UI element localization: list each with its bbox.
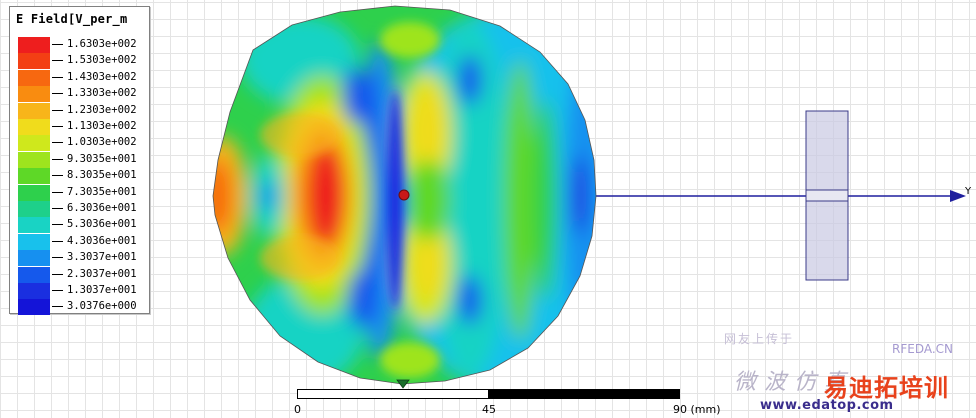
legend-tick — [52, 44, 63, 45]
legend-swatch — [18, 233, 50, 250]
legend-swatch — [18, 119, 50, 135]
bottom-marker[interactable] — [396, 379, 410, 389]
legend-tick — [52, 208, 63, 209]
legend-tick — [52, 240, 63, 242]
legend-tick — [52, 273, 63, 275]
scale-label-45: 45 — [482, 403, 496, 416]
legend-label: 3.3037e+001 — [67, 251, 137, 264]
port-slot — [805, 189, 849, 202]
legend-label: 1.1303e+002 — [67, 120, 137, 132]
legend-label: 1.2303e+002 — [67, 103, 137, 116]
legend-label: 1.3037e+001 — [67, 284, 137, 296]
y-axis-label: Y — [964, 186, 972, 197]
legend-label: 5.3036e+001 — [67, 218, 137, 231]
legend-swatch — [18, 184, 50, 201]
legend-tick — [52, 306, 63, 308]
legend-label: 1.0303e+002 — [67, 136, 137, 149]
legend-swatch — [18, 283, 50, 299]
legend-tick — [52, 126, 63, 127]
legend-tick — [52, 60, 63, 62]
y-axis-arrowhead — [950, 190, 966, 202]
scale-bar-white-segment — [297, 389, 490, 399]
legend-swatch — [18, 250, 50, 267]
scale-bar-black-segment — [488, 389, 680, 399]
legend-swatch — [18, 168, 50, 185]
legend-tick — [52, 175, 63, 177]
legend-swatch — [18, 299, 50, 316]
legend-label: 1.5303e+002 — [67, 54, 137, 67]
legend-swatch — [18, 86, 50, 103]
legend-tick — [52, 257, 63, 259]
legend-tick — [52, 290, 63, 291]
legend-tick — [52, 158, 63, 160]
legend-swatch — [18, 201, 50, 217]
legend-title: E Field[V_per_m — [16, 12, 128, 26]
legend-label: 2.3037e+001 — [67, 267, 137, 280]
legend-swatch — [18, 151, 50, 168]
disc-outline — [212, 5, 597, 385]
legend-swatch — [18, 266, 50, 283]
field-disc — [213, 6, 596, 384]
scale-bar — [297, 389, 680, 399]
legend-label: 1.6303e+002 — [67, 38, 137, 50]
legend-swatch — [18, 102, 50, 119]
legend-swatch — [18, 69, 50, 86]
legend-label: 3.0376e+000 — [67, 300, 137, 313]
legend-tick — [52, 109, 63, 111]
legend-tick — [52, 224, 63, 226]
legend-tick — [52, 93, 63, 95]
legend-label: 6.3036e+001 — [67, 202, 137, 214]
legend-label: 8.3035e+001 — [67, 169, 137, 182]
scale-label-0: 0 — [294, 403, 301, 416]
legend-label: 1.4303e+002 — [67, 70, 137, 83]
field-legend[interactable]: E Field[V_per_m 1.6303e+002 1.5303e+002 1.… — [9, 6, 150, 316]
legend-swatch — [18, 217, 50, 234]
legend-label: 7.3035e+001 — [67, 185, 137, 198]
legend-label: 9.3035e+001 — [67, 152, 137, 165]
legend-label: 4.3036e+001 — [67, 234, 137, 247]
legend-label: 1.3303e+002 — [67, 87, 137, 100]
legend-swatch — [18, 53, 50, 70]
legend-tick — [52, 76, 63, 78]
legend-swatch — [18, 135, 50, 152]
legend-tick — [52, 191, 63, 193]
scale-label-90: 90 (mm) — [673, 403, 721, 416]
legend-tick — [52, 142, 63, 144]
probe-point[interactable] — [398, 189, 410, 201]
legend-swatch — [18, 37, 50, 53]
